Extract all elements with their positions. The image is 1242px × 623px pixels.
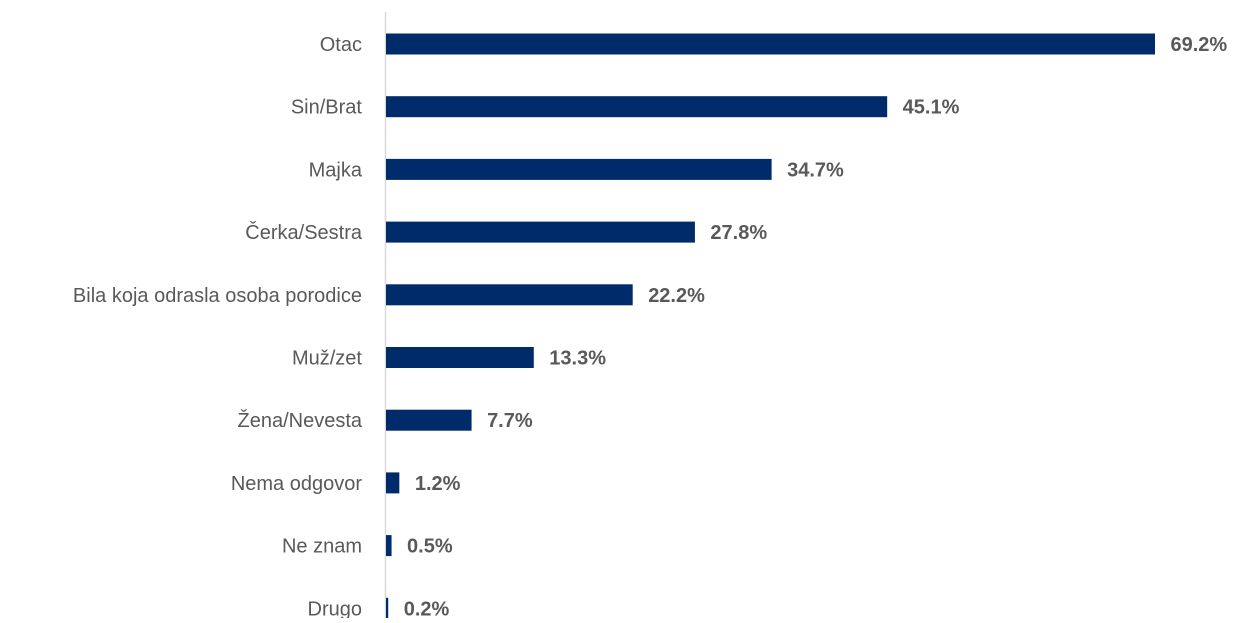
value-label: 7.7% <box>487 410 533 432</box>
category-labels-group: Otac Sin/Brat Majka Čerka/Sestra Bila koja o… <box>73 34 363 620</box>
bars-group <box>386 33 1155 619</box>
category-label: Muž/zet <box>292 348 362 370</box>
value-label: 69.2% <box>1171 34 1228 56</box>
value-label: 34.7% <box>787 159 844 181</box>
category-label: Žena/Nevesta <box>237 409 362 432</box>
category-label: Ne znam <box>282 536 362 558</box>
value-label: 1.2% <box>415 473 461 495</box>
category-label: Bila koja odrasla osoba porodice <box>73 285 362 307</box>
value-label: 22.2% <box>648 285 705 307</box>
value-label: 45.1% <box>903 97 960 119</box>
bar <box>386 284 633 306</box>
bar <box>386 597 389 619</box>
bar <box>386 409 472 431</box>
category-label: Drugo <box>308 598 362 618</box>
category-label: Majka <box>309 159 363 181</box>
value-labels-group: 69.2% 45.1% 34.7% 27.8% 22.2% 13.3% 7.7% 1.2% 0.… <box>404 34 1228 620</box>
bar <box>386 33 1155 55</box>
value-label: 0.2% <box>404 598 450 618</box>
category-label: Nema odgovor <box>231 473 363 495</box>
category-label: Otac <box>320 34 362 56</box>
bar <box>386 221 695 243</box>
bar <box>386 347 534 368</box>
value-label: 0.5% <box>407 536 453 558</box>
value-label: 13.3% <box>549 348 606 370</box>
bar <box>386 158 772 180</box>
category-label: Čerka/Sestra <box>245 221 363 244</box>
bar <box>386 472 400 494</box>
category-label: Sin/Brat <box>291 97 363 119</box>
bar <box>386 96 888 118</box>
bar <box>386 535 392 557</box>
value-label: 27.8% <box>710 222 767 244</box>
